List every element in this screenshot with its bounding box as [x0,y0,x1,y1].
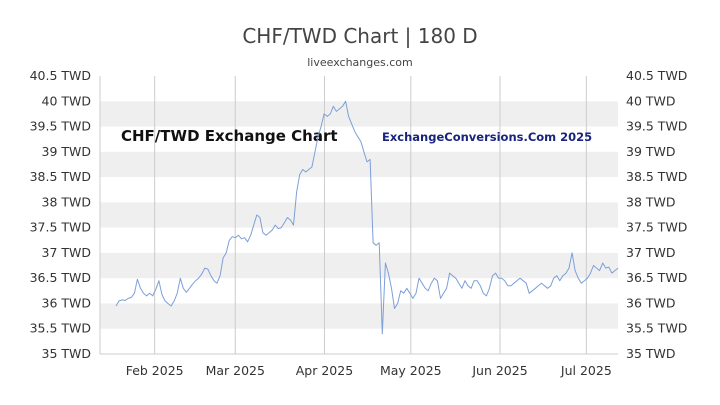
plot-band [100,101,618,127]
plot-band [100,202,618,228]
y-tick-label-left: 36 TWD [42,295,92,310]
y-tick-label-left: 38 TWD [42,194,92,209]
x-tick-label: Jul 2025 [560,363,612,378]
y-tick-label-left: 37 TWD [42,245,92,260]
plot-band [100,303,618,329]
y-tick-label-right: 35.5 TWD [626,321,687,336]
plot-band [100,252,618,279]
y-tick-label-right: 40.5 TWD [626,68,687,83]
x-tick-label: Mar 2025 [206,363,265,378]
y-tick-label-left: 39.5 TWD [30,119,91,134]
y-tick-label-left: 36.5 TWD [30,270,91,285]
y-tick-label-right: 37.5 TWD [626,220,687,235]
y-tick-label-right: 35 TWD [626,346,676,361]
y-tick-label-right: 40 TWD [626,93,676,108]
x-tick-label: May 2025 [380,363,442,378]
x-tick-label: Feb 2025 [126,363,184,378]
y-axis-right: 35 TWD 35.5 TWD 36 TWD 36.5 TWD 37 TWD 37.5 T… [626,68,687,361]
y-tick-label-left: 35.5 TWD [30,321,91,336]
y-tick-label-left: 35 TWD [42,346,92,361]
plot-bands [100,101,618,329]
y-tick-label-right: 36 TWD [626,295,676,310]
chart-title: CHF/TWD Chart | 180 D [242,24,478,48]
y-tick-label-left: 38.5 TWD [30,169,91,184]
x-tick-label: Jun 2025 [471,363,527,378]
watermark-credit: ExchangeConversions.Com 2025 [382,130,592,144]
y-tick-label-right: 38.5 TWD [626,169,687,184]
y-tick-label-right: 37 TWD [626,245,676,260]
y-tick-label-left: 40.5 TWD [30,68,91,83]
y-axis-left: 35 TWD 35.5 TWD 36 TWD 36.5 TWD 37 TWD 37.5 T… [30,68,91,361]
x-tick-label: Apr 2025 [296,363,353,378]
y-tick-label-right: 38 TWD [626,194,676,209]
y-tick-label-right: 39.5 TWD [626,119,687,134]
y-tick-label-left: 40 TWD [42,93,92,108]
grid-lines [99,76,618,355]
y-tick-label-left: 37.5 TWD [30,220,91,235]
chart-source: liveexchanges.com [307,56,413,69]
y-tick-label-right: 39 TWD [626,144,676,159]
series-line [115,100,619,335]
plot-band [100,151,618,178]
y-tick-label-left: 39 TWD [42,144,92,159]
watermark-chart-label: CHF/TWD Exchange Chart [121,127,338,145]
series-line-group [115,100,619,335]
y-tick-label-right: 36.5 TWD [626,270,687,285]
x-axis: Feb 2025 Mar 2025 Apr 2025 May 2025 Jun 2025… [126,363,612,378]
